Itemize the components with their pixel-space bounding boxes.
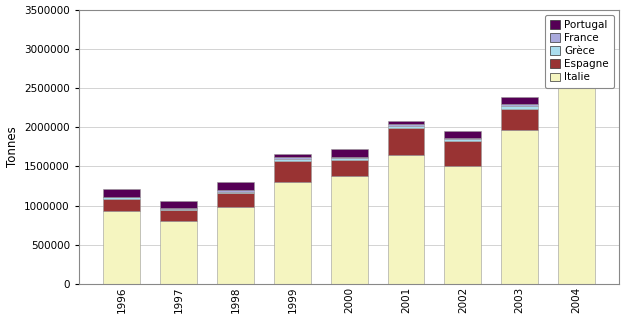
- Bar: [104, 189, 141, 197]
- Bar: [501, 97, 538, 104]
- Bar: [501, 109, 538, 130]
- Bar: [558, 48, 595, 82]
- Bar: [444, 166, 481, 284]
- Y-axis label: Tonnes: Tonnes: [6, 127, 19, 167]
- Bar: [104, 197, 141, 199]
- Bar: [217, 193, 254, 207]
- Bar: [388, 124, 424, 126]
- Bar: [558, 31, 595, 42]
- Bar: [388, 121, 424, 124]
- Bar: [160, 208, 198, 209]
- Bar: [558, 82, 595, 284]
- Bar: [558, 45, 595, 48]
- Bar: [160, 201, 198, 208]
- Bar: [501, 130, 538, 284]
- Bar: [444, 131, 481, 138]
- Bar: [388, 126, 424, 128]
- Bar: [160, 211, 198, 221]
- Bar: [217, 207, 254, 284]
- Bar: [274, 182, 311, 284]
- Bar: [331, 160, 367, 176]
- Bar: [104, 211, 141, 284]
- Bar: [104, 199, 141, 211]
- Legend: Portugal, France, Grèce, Espagne, Italie: Portugal, France, Grèce, Espagne, Italie: [544, 15, 614, 88]
- Bar: [274, 154, 311, 157]
- Bar: [331, 149, 367, 157]
- Bar: [217, 190, 254, 192]
- Bar: [274, 159, 311, 161]
- Bar: [388, 128, 424, 155]
- Bar: [217, 192, 254, 193]
- Bar: [444, 141, 481, 166]
- Bar: [160, 209, 198, 211]
- Bar: [558, 42, 595, 45]
- Bar: [444, 139, 481, 141]
- Bar: [160, 221, 198, 284]
- Bar: [388, 155, 424, 284]
- Bar: [217, 182, 254, 190]
- Bar: [501, 107, 538, 109]
- Bar: [444, 138, 481, 139]
- Bar: [331, 157, 367, 158]
- Bar: [274, 161, 311, 182]
- Bar: [274, 157, 311, 159]
- Bar: [501, 104, 538, 107]
- Bar: [331, 158, 367, 160]
- Bar: [331, 176, 367, 284]
